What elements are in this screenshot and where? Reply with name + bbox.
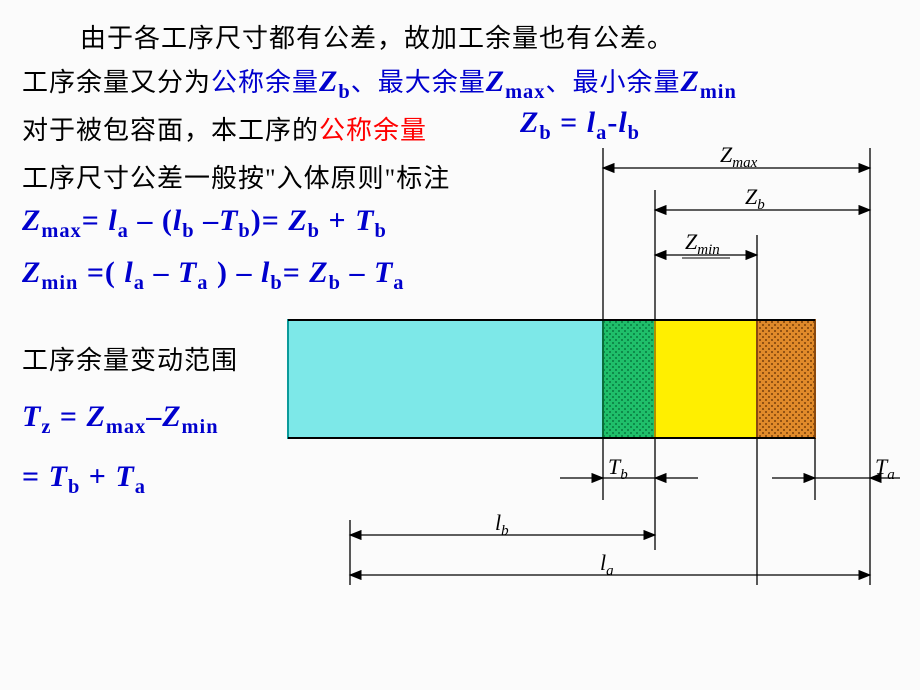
slide: 由于各工序尺寸都有公差，故加工余量也有公差。 工序余量又分为公称余量Zb、最大余… <box>0 0 920 690</box>
label-lb: lb <box>495 510 509 539</box>
label-zb: Zb <box>745 184 765 213</box>
diagram: Zmax Zb Zmin Tb Ta lb la <box>0 0 920 690</box>
label-ta: Ta <box>875 454 895 483</box>
label-zmax: Zmax <box>720 142 758 171</box>
label-tb: Tb <box>608 454 628 483</box>
label-zmin: Zmin <box>685 229 720 258</box>
bar-orange <box>757 320 815 438</box>
bar-cyan <box>288 320 603 438</box>
bar-green <box>603 320 655 438</box>
bar-yellow <box>655 320 757 438</box>
label-la: la <box>600 550 614 579</box>
